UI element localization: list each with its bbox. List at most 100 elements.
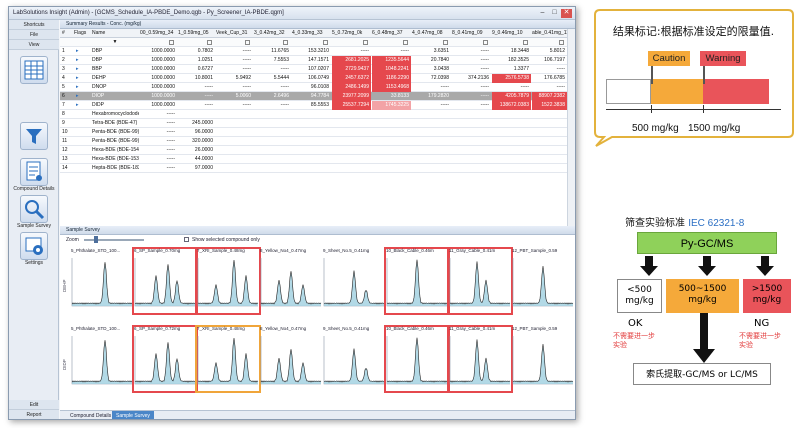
table-row[interactable]: 12 Hexa-BDE (BDE-154) ----- 26.0000: [60, 146, 567, 155]
table-cell[interactable]: 33.8133: [390, 93, 409, 99]
table-cell[interactable]: 106.7197: [544, 57, 565, 63]
table-cell[interactable]: [452, 146, 491, 155]
table-cell[interactable]: -----: [166, 156, 175, 162]
chromatogram-thumbnail[interactable]: 10_Black_Cable_0.46m: [384, 325, 450, 393]
column-filter-checkbox[interactable]: [443, 40, 448, 45]
table-cell[interactable]: [372, 119, 411, 128]
table-cell[interactable]: 2681.2025: [332, 56, 371, 65]
table-cell[interactable]: -----: [480, 66, 489, 72]
table-cell[interactable]: [216, 146, 253, 155]
chromatogram-thumbnail[interactable]: 12_PBT_Sample_0.59: [511, 248, 575, 314]
table-cell[interactable]: [216, 128, 253, 137]
chromatogram-thumbnail[interactable]: 9_Sheet_No.5_0.41mg: [322, 248, 386, 314]
column-filter-checkbox[interactable]: [363, 40, 368, 45]
table-cell[interactable]: 94.7784: [310, 93, 329, 99]
column-header[interactable]: 9_0.46mg_10: [492, 30, 523, 36]
table-cell[interactable]: -----: [242, 66, 251, 72]
tab-sample-survey[interactable]: Sample Survey: [112, 411, 154, 419]
chromatogram-thumbnail[interactable]: 7_XRI_Sample_0.48mg: [195, 247, 261, 315]
table-cell[interactable]: 106.0749: [308, 75, 329, 81]
table-cell[interactable]: [332, 110, 371, 119]
table-cell[interactable]: [532, 137, 567, 146]
column-header[interactable]: 5_0.72mg_0k: [332, 30, 363, 36]
table-cell[interactable]: 245.0000: [192, 120, 213, 126]
chromatogram-thumbnail[interactable]: 8_Yellow_No4_0.47mg: [259, 248, 323, 314]
table-cell[interactable]: -----: [440, 84, 449, 90]
table-cell[interactable]: [292, 155, 331, 164]
column-filter-checkbox[interactable]: [523, 40, 528, 45]
sidebar-report[interactable]: Report: [9, 410, 59, 419]
column-header[interactable]: Flags: [74, 30, 87, 36]
zoom-slider[interactable]: [84, 239, 144, 241]
table-cell[interactable]: [492, 164, 531, 173]
table-row[interactable]: 8 Hexabromocyclododecane -----: [60, 110, 567, 119]
table-cell[interactable]: 0.6727: [197, 66, 213, 72]
chromatogram-thumbnail[interactable]: 6_SP_Sample_0.70mg: [132, 247, 198, 315]
table-cell[interactable]: [372, 110, 411, 119]
table-cell[interactable]: -----: [480, 84, 489, 90]
table-cell[interactable]: 11.6765: [271, 48, 289, 54]
chromatogram-thumbnail[interactable]: 7_XRI_Sample_0.48mg: [195, 325, 261, 393]
table-cell[interactable]: [216, 155, 253, 164]
table-cell[interactable]: 1522.3838: [532, 101, 567, 110]
table-row[interactable]: 13 Hexa-BDE (BDE-153) ----- 44.0000: [60, 155, 567, 164]
column-filter-checkbox[interactable]: [245, 40, 250, 45]
table-cell[interactable]: -----: [480, 57, 489, 63]
table-cell[interactable]: 176.6785: [544, 75, 565, 81]
table-cell[interactable]: -----: [242, 102, 251, 108]
table-cell[interactable]: 1153.4968: [372, 83, 411, 92]
compound-details-button[interactable]: [20, 158, 48, 186]
table-cell[interactable]: [254, 155, 291, 164]
column-header[interactable]: Name: [92, 30, 106, 36]
chromatogram-thumbnail[interactable]: 6_SP_Sample_0.72mg: [132, 325, 198, 393]
settings-button[interactable]: [20, 232, 48, 260]
table-row[interactable]: 3 ▸ BBP 1000.0000 0.6727 ----- ----- 107.0207 27…: [60, 65, 567, 74]
column-header[interactable]: #: [62, 30, 65, 36]
table-cell[interactable]: 1048.2241: [372, 65, 411, 74]
table-row[interactable]: 1 ▸ DBP 1000.0000 0.7802 ----- 11.6765 153.3210…: [60, 47, 567, 56]
table-cell[interactable]: 18.3448: [510, 48, 529, 54]
table-cell[interactable]: -----: [204, 93, 213, 99]
table-cell[interactable]: [532, 119, 567, 128]
table-cell[interactable]: 72.0398: [430, 75, 449, 81]
column-filter-checkbox[interactable]: [169, 40, 174, 45]
table-cell[interactable]: 88907.2382: [532, 92, 567, 101]
table-cell[interactable]: [412, 119, 451, 128]
column-header[interactable]: 4_0.47mg_08: [412, 30, 443, 36]
table-cell[interactable]: -----: [480, 102, 489, 108]
sidebar-view[interactable]: View: [9, 40, 59, 50]
table-row[interactable]: 7 ▸ DIDP 1000.0000 ----- ----- ----- 85.5553 255…: [60, 101, 567, 110]
table-cell[interactable]: [412, 137, 451, 146]
table-cell[interactable]: 182.3525: [508, 57, 529, 63]
table-cell[interactable]: [532, 128, 567, 137]
table-cell[interactable]: -----: [204, 84, 213, 90]
table-cell[interactable]: 96.0108: [310, 84, 329, 90]
table-cell[interactable]: 179.2820: [428, 93, 449, 99]
table-cell[interactable]: [492, 137, 531, 146]
table-cell[interactable]: [216, 164, 253, 173]
name-filter-dropdown[interactable]: ▼: [112, 39, 118, 45]
table-row[interactable]: 10 Penta-BDE (BDE-99) ----- 96.0000: [60, 128, 567, 137]
column-header[interactable]: 4_0.33mg_33: [292, 30, 323, 36]
table-cell[interactable]: [292, 164, 331, 173]
table-view-button[interactable]: [20, 56, 48, 84]
table-cell[interactable]: [532, 155, 567, 164]
table-cell[interactable]: -----: [242, 57, 251, 63]
table-cell[interactable]: -----: [166, 138, 175, 144]
table-row[interactable]: 11 Penta-BDE (BDE-99) ----- 320.0000: [60, 137, 567, 146]
table-cell[interactable]: [412, 155, 451, 164]
table-cell[interactable]: [254, 164, 291, 173]
column-header[interactable]: 3_0.42mg_32: [254, 30, 285, 36]
table-cell[interactable]: [254, 119, 291, 128]
filter-button[interactable]: [20, 122, 48, 150]
table-cell[interactable]: 320.0000: [192, 138, 213, 144]
table-cell[interactable]: [332, 146, 371, 155]
table-cell[interactable]: -----: [204, 102, 213, 108]
table-cell[interactable]: 10.8001: [194, 75, 213, 81]
table-cell[interactable]: -----: [280, 84, 289, 90]
table-cell[interactable]: [452, 155, 491, 164]
sidebar-edit[interactable]: Edit: [9, 400, 59, 410]
chromatogram-thumbnail[interactable]: 11_Gray_Cable_0.41m: [447, 325, 513, 393]
table-cell[interactable]: [332, 155, 371, 164]
table-cell[interactable]: 2576.5738: [492, 74, 531, 83]
